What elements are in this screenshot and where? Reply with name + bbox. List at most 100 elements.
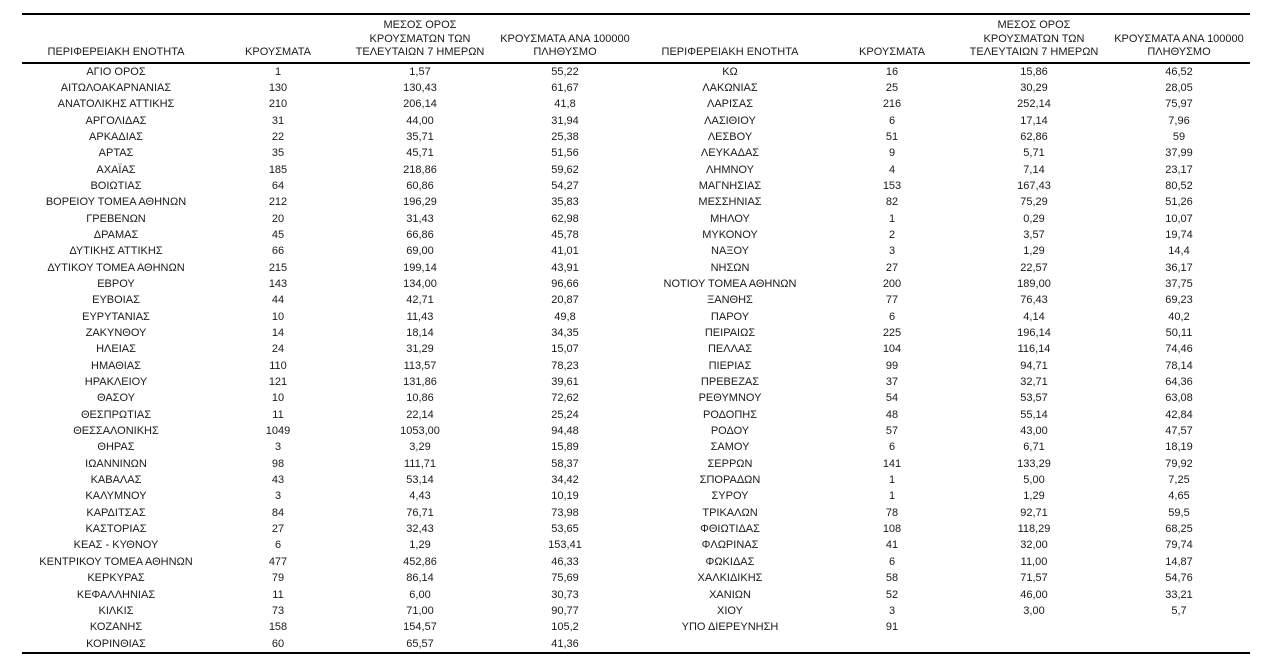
cases-cell: 78 <box>885 506 899 519</box>
cases-cell: 1049 <box>265 425 291 438</box>
per-100k-cell: 63,08 <box>1165 392 1193 405</box>
avg-7day-cell: 3,57 <box>1023 228 1045 241</box>
region-name-cell: ΦΩΚΙΔΑΣ <box>705 555 755 568</box>
per-100k-cell: 59,5 <box>1168 506 1190 519</box>
cases-cell: 84 <box>271 506 285 519</box>
per-100k-cell: 79,92 <box>1165 457 1193 470</box>
per-100k-cell: 15,07 <box>551 343 579 356</box>
avg-7day-cell: 1053,00 <box>400 425 440 438</box>
per-100k-cell: 46,52 <box>1165 65 1193 78</box>
cases-cell: 1 <box>888 212 896 225</box>
region-name-cell: ΚΕΝΤΡΙΚΟΥ ΤΟΜΕΑ ΑΘΗΝΩΝ <box>39 555 193 568</box>
cases-cell: 216 <box>882 98 902 111</box>
per-100k-cell: 37,99 <box>1165 147 1193 160</box>
cases-cell: 6 <box>274 539 282 552</box>
region-name-cell: ΘΕΣΣΑΛΟΝΙΚΗΣ <box>73 425 159 438</box>
cases-cell: 6 <box>888 114 896 127</box>
per-100k-cell: 14,87 <box>1165 555 1193 568</box>
per-100k-cell: 28,05 <box>1165 81 1193 94</box>
avg-7day-cell: 76,43 <box>1020 294 1048 307</box>
cases-cell: 54 <box>885 392 899 405</box>
avg-7day-cell: 32,00 <box>1020 539 1048 552</box>
per-100k-cell: 68,25 <box>1165 523 1193 536</box>
header-avg-7day-right: ΜΕΣΟΣ ΟΡΟΣ ΚΡΟΥΣΜΑΤΩΝ ΤΩΝ ΤΕΛΕΥΤΑΙΩΝ 7 Η… <box>960 14 1108 64</box>
avg-7day-cell: 31,29 <box>406 343 434 356</box>
cases-cell: 66 <box>271 245 285 258</box>
region-name-cell: ΗΜΑΘΙΑΣ <box>91 359 141 372</box>
region-name-cell: ΖΑΚΥΝΘΟΥ <box>85 327 147 339</box>
region-name-cell: ΓΡΕΒΕΝΩΝ <box>86 212 146 225</box>
region-name-cell: ΣΥΡΟΥ <box>711 490 749 503</box>
avg-7day-cell: 22,14 <box>406 408 434 421</box>
per-100k-cell: 7,25 <box>1168 474 1190 487</box>
cases-cell: 108 <box>882 523 902 536</box>
region-name-cell: ΙΩΑΝΝΙΝΩΝ <box>85 457 147 470</box>
region-name-cell: ΝΑΞΟΥ <box>711 245 749 258</box>
avg-7day-cell: 15,86 <box>1020 65 1048 78</box>
avg-7day-cell: 3,00 <box>1023 604 1045 617</box>
cases-cell: 3 <box>888 245 896 258</box>
region-name-cell: ΚΕΦΑΛΛΗΝΙΑΣ <box>76 588 156 601</box>
per-100k-cell: 47,57 <box>1165 425 1193 438</box>
cases-cell: 91 <box>885 621 899 634</box>
region-name-cell: ΛΑΡΙΣΑΣ <box>706 98 753 111</box>
per-100k-cell: 105,2 <box>551 621 579 634</box>
cases-cell: 99 <box>885 359 899 372</box>
region-name-cell: ΛΕΥΚΑΔΑΣ <box>700 147 760 160</box>
region-name-cell: ΘΕΣΠΡΩΤΙΑΣ <box>80 408 152 421</box>
avg-7day-cell: 154,57 <box>403 621 437 634</box>
per-100k-cell: 37,75 <box>1165 277 1193 290</box>
cases-cell: 10 <box>271 392 285 405</box>
per-100k-cell: 61,67 <box>551 81 579 94</box>
per-100k-cell: 78,23 <box>551 359 579 372</box>
per-100k-cell: 54,76 <box>1165 572 1193 585</box>
region-name-cell: ΞΑΝΘΗΣ <box>707 294 753 307</box>
avg-7day-cell: 46,00 <box>1020 588 1048 601</box>
per-100k-cell: 72,62 <box>551 392 579 405</box>
avg-7day-cell: 71,00 <box>406 604 434 617</box>
avg-7day-cell: 32,71 <box>1020 376 1048 389</box>
per-100k-cell: 23,17 <box>1165 163 1193 176</box>
avg-7day-cell: 60,86 <box>406 179 434 192</box>
avg-7day-cell: 130,43 <box>403 81 437 94</box>
table-body: ΑΓΙΟ ΟΡΟΣ 1 1,57 55,22 ΚΩ 16 15,86 46,52 ΑΙΤΩΛΟΑ… <box>22 63 1250 653</box>
region-name-cell: ΡΟΔΟΠΗΣ <box>702 408 758 421</box>
region-name-cell: ΜΗΛΟΥ <box>710 212 750 225</box>
avg-7day-cell: 75,29 <box>1020 196 1048 209</box>
avg-7day-cell: 167,43 <box>1017 179 1051 192</box>
per-100k-cell: 14,4 <box>1168 245 1190 258</box>
cases-cell: 225 <box>882 327 902 339</box>
avg-7day-cell: 206,14 <box>403 98 437 111</box>
avg-7day-cell: 44,00 <box>406 114 434 127</box>
region-name-cell: ΘΗΡΑΣ <box>97 441 135 454</box>
cases-cell: 212 <box>268 196 288 209</box>
avg-7day-cell: 452,86 <box>403 555 437 568</box>
cases-cell: 37 <box>885 376 899 389</box>
avg-7day-cell: 1,29 <box>1023 245 1045 258</box>
avg-7day-cell: 5,71 <box>1023 147 1045 160</box>
avg-7day-cell: 35,71 <box>406 130 434 143</box>
cases-cell: 6 <box>888 555 896 568</box>
table-row: ΑΝΑΤΟΛΙΚΗΣ ΑΤΤΙΚΗΣ 210 206,14 41,8 ΛΑΡΙΣΑΣ 21… <box>22 96 1250 112</box>
per-100k-cell: 153,41 <box>548 539 582 552</box>
table-row: ΑΡΓΟΛΙΔΑΣ 31 44,00 31,94 ΛΑΣΙΘΙΟΥ 6 17,14 7,96 <box>22 113 1250 129</box>
cases-cell: 98 <box>271 457 285 470</box>
table-row: ΚΑΒΑΛΑΣ 43 53,14 34,42 ΣΠΟΡΑΔΩΝ 1 5,00 7,25 <box>22 472 1250 488</box>
cases-cell: 11 <box>272 408 284 421</box>
avg-7day-cell: 66,86 <box>406 228 434 241</box>
region-name-cell: ΧΑΛΚΙΔΙΚΗΣ <box>697 572 763 585</box>
avg-7day-cell: 1,29 <box>1023 490 1045 503</box>
per-100k-cell: 58,37 <box>551 457 579 470</box>
region-name-cell: ΛΗΜΝΟΥ <box>706 163 754 176</box>
per-100k-cell: 90,77 <box>551 604 579 617</box>
cases-cell: 121 <box>268 376 288 389</box>
per-100k-cell: 49,8 <box>554 310 576 323</box>
avg-7day-cell: 92,71 <box>1020 506 1048 519</box>
avg-7day-cell: 62,86 <box>1020 130 1048 143</box>
table-row: ΓΡΕΒΕΝΩΝ 20 31,43 62,98 ΜΗΛΟΥ 1 0,29 10,07 <box>22 211 1250 227</box>
cases-cell: 82 <box>885 196 899 209</box>
table-row: ΑΙΤΩΛΟΑΚΑΡΝΑΝΙΑΣ 130 130,43 61,67 ΛΑΚΩΝΙΑΣ 25… <box>22 80 1250 96</box>
table-row: ΔΥΤΙΚΟΥ ΤΟΜΕΑ ΑΘΗΝΩΝ 215 199,14 43,91 ΝΗΣΩΝ 2… <box>22 260 1250 276</box>
per-100k-cell: 79,74 <box>1165 539 1193 552</box>
header-cases-left: ΚΡΟΥΣΜΑΤΑ <box>210 14 346 64</box>
